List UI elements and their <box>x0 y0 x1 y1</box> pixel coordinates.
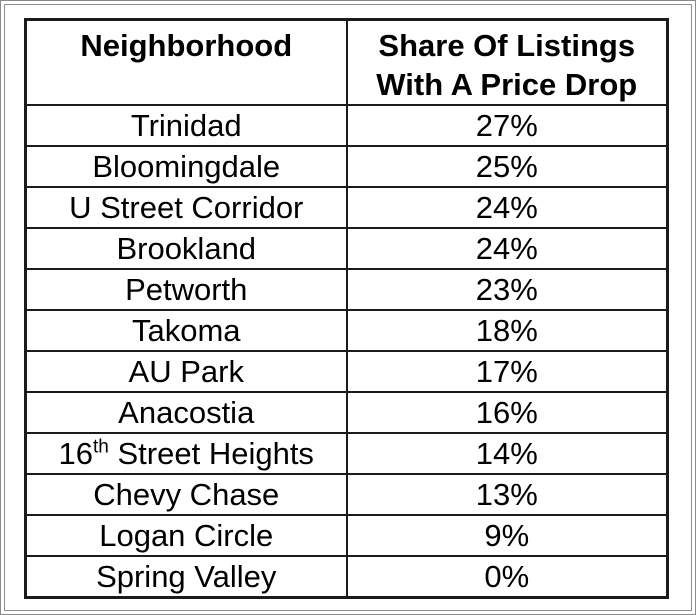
share-cell: 18% <box>345 309 669 352</box>
table-row: Brookland 24% <box>24 227 669 270</box>
table-body: Trinidad 27% Bloomingdale 25% U Street Corri… <box>24 104 669 598</box>
image-inner-frame: Neighborhood Share Of Listings With A Pr… <box>4 4 692 611</box>
neighborhood-cell: Brookland <box>24 227 348 270</box>
price-drop-table: Neighborhood Share Of Listings With A Pr… <box>24 18 669 599</box>
share-cell: 16% <box>345 391 669 434</box>
table-row: AU Park 17% <box>24 350 669 393</box>
neighborhood-cell: Spring Valley <box>24 555 348 598</box>
share-cell: 13% <box>345 473 669 516</box>
neighborhood-cell: AU Park <box>24 350 348 393</box>
share-cell: 25% <box>345 145 669 188</box>
share-cell: 24% <box>345 186 669 229</box>
column-header-neighborhood: Neighborhood <box>24 18 348 106</box>
neighborhood-cell: Trinidad <box>24 104 348 147</box>
table-row: Chevy Chase 13% <box>24 473 669 516</box>
table-header: Neighborhood Share Of Listings With A Pr… <box>24 18 669 106</box>
table-row: 16th Street Heights 14% <box>24 432 669 475</box>
column-header-share-of-listings: Share Of Listings With A Price Drop <box>345 18 669 106</box>
table-row: Logan Circle 9% <box>24 514 669 557</box>
table-row: Bloomingdale 25% <box>24 145 669 188</box>
share-cell: 0% <box>345 555 669 598</box>
share-cell: 14% <box>345 432 669 475</box>
share-cell: 9% <box>345 514 669 557</box>
neighborhood-cell: U Street Corridor <box>24 186 348 229</box>
neighborhood-cell: Chevy Chase <box>24 473 348 516</box>
share-cell: 17% <box>345 350 669 393</box>
share-cell: 23% <box>345 268 669 311</box>
neighborhood-cell: 16th Street Heights <box>24 432 348 475</box>
neighborhood-cell: Logan Circle <box>24 514 348 557</box>
header-row: Neighborhood Share Of Listings With A Pr… <box>24 18 669 106</box>
table-row: Trinidad 27% <box>24 104 669 147</box>
table-row: Spring Valley 0% <box>24 555 669 598</box>
share-cell: 24% <box>345 227 669 270</box>
table-row: Petworth 23% <box>24 268 669 311</box>
table-row: U Street Corridor 24% <box>24 186 669 229</box>
share-cell: 27% <box>345 104 669 147</box>
neighborhood-cell: Takoma <box>24 309 348 352</box>
table-row: Anacostia 16% <box>24 391 669 434</box>
neighborhood-cell: Anacostia <box>24 391 348 434</box>
neighborhood-cell: Petworth <box>24 268 348 311</box>
neighborhood-cell: Bloomingdale <box>24 145 348 188</box>
ordinal-superscript: th <box>93 436 109 458</box>
table-row: Takoma 18% <box>24 309 669 352</box>
